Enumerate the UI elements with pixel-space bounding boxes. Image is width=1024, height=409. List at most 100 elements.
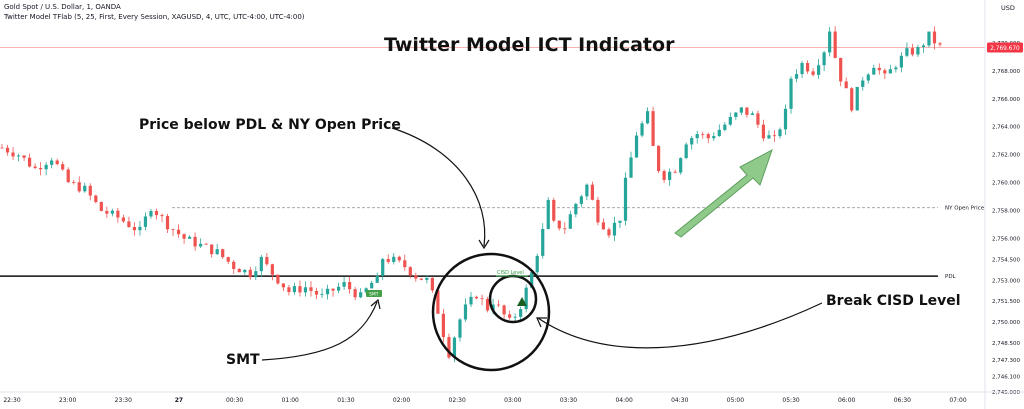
candle <box>165 213 170 233</box>
candle <box>574 202 578 218</box>
candle-body <box>254 271 258 278</box>
candle <box>314 287 319 300</box>
candle-body <box>480 298 484 300</box>
candle <box>392 253 396 265</box>
candle-body <box>5 147 10 153</box>
candle-body <box>739 107 743 113</box>
candle-body <box>364 288 368 293</box>
candle-body <box>513 316 517 318</box>
candle-body <box>469 296 473 305</box>
candle-body <box>485 299 490 311</box>
candle-body <box>910 48 915 55</box>
candle <box>552 197 556 223</box>
candle-body <box>309 287 313 291</box>
candle-body <box>287 287 291 293</box>
candle-body <box>717 129 721 137</box>
candle-body <box>662 171 666 180</box>
price-tick-label: 2,766.000 <box>992 97 1020 103</box>
time-axis[interactable]: 22:30 23:00 23:30 27 00:30 01:00 01:30 02:00 02:… <box>0 391 1024 404</box>
candle <box>138 221 142 236</box>
time-tick-label: 01:30 <box>337 397 354 404</box>
candle-body <box>894 67 898 70</box>
candle <box>645 107 650 125</box>
candle-body <box>188 236 192 239</box>
candle <box>508 310 512 320</box>
candle-body <box>237 268 241 273</box>
price-tick-label: 2,746.100 <box>992 375 1020 381</box>
candle <box>535 253 539 279</box>
candle <box>557 220 561 231</box>
time-tick-label: 04:30 <box>671 397 688 404</box>
candle <box>221 248 225 259</box>
candle-body <box>458 319 462 338</box>
candle <box>612 216 617 241</box>
candle-body <box>210 244 214 255</box>
candle <box>568 210 572 230</box>
arrow-smt <box>261 301 378 361</box>
candle-body <box>822 52 826 66</box>
candle-body <box>629 157 633 178</box>
candle <box>105 206 109 218</box>
price-axis[interactable]: USD2,770.0002,768.0002,766.0002,764.0002… <box>984 0 1023 409</box>
candle-body <box>425 277 429 280</box>
candle-body <box>375 275 379 283</box>
candle-body <box>888 69 892 74</box>
candle <box>5 144 10 156</box>
candle <box>623 172 628 226</box>
candle-body <box>50 160 54 165</box>
candle-body <box>143 216 148 227</box>
candle-body <box>116 210 120 218</box>
candle <box>861 76 865 91</box>
price-tick-label: 2,754.500 <box>992 257 1020 263</box>
candle <box>513 313 517 322</box>
candle <box>441 309 446 343</box>
time-tick-label: 00:30 <box>226 397 243 404</box>
candle-body <box>668 171 672 180</box>
level-label: NY Open Price <box>945 206 985 212</box>
candle <box>480 294 484 306</box>
candle <box>618 220 622 229</box>
candle <box>458 318 462 342</box>
candle-body <box>508 314 512 318</box>
candle <box>927 31 931 48</box>
candle-body <box>706 134 710 139</box>
time-tick-label: 06:30 <box>894 397 911 404</box>
candle-body <box>618 220 622 223</box>
candle <box>259 254 263 277</box>
candle-body <box>684 144 688 159</box>
candle-body <box>430 277 434 291</box>
candle <box>72 179 76 185</box>
candle <box>938 42 942 47</box>
candle <box>883 68 887 80</box>
candle <box>215 243 219 256</box>
candle <box>916 44 920 57</box>
candle-body <box>436 290 440 314</box>
candle <box>601 218 606 230</box>
candle-body <box>226 257 230 262</box>
candle <box>11 146 15 161</box>
candle-body <box>182 234 186 239</box>
candle <box>193 232 197 251</box>
candle-body <box>232 261 236 269</box>
candle-body <box>281 283 285 288</box>
price-tick-label: 2,760.000 <box>992 181 1020 187</box>
candle <box>66 167 70 184</box>
candle-body <box>690 138 694 145</box>
candle-body <box>221 249 225 258</box>
candle-body <box>298 286 302 293</box>
candle-body <box>728 116 732 125</box>
candle <box>408 266 412 279</box>
arrow-price-below <box>391 127 486 247</box>
candle-body <box>805 63 810 72</box>
candle-body <box>850 88 854 111</box>
price-below-label: Price below PDL & NY Open Price <box>139 117 401 133</box>
candle <box>695 130 699 144</box>
candle-body <box>519 309 523 317</box>
candle-body <box>657 145 661 172</box>
candle <box>121 214 125 224</box>
candle-body <box>110 210 114 214</box>
candle-body <box>441 313 446 338</box>
candle-body <box>761 124 766 139</box>
candle <box>16 153 21 162</box>
